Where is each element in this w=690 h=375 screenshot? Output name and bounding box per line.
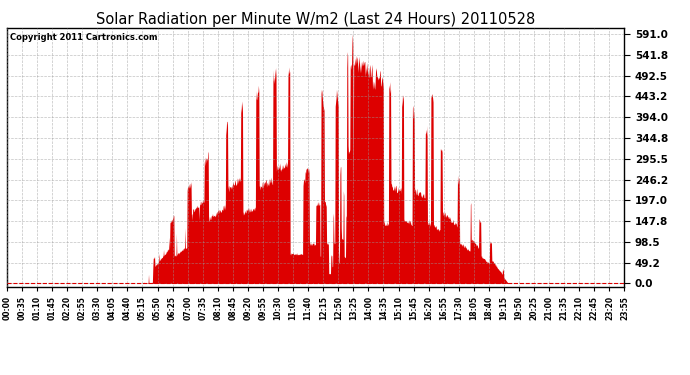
Text: Copyright 2011 Cartronics.com: Copyright 2011 Cartronics.com	[10, 33, 157, 42]
Title: Solar Radiation per Minute W/m2 (Last 24 Hours) 20110528: Solar Radiation per Minute W/m2 (Last 24…	[96, 12, 535, 27]
